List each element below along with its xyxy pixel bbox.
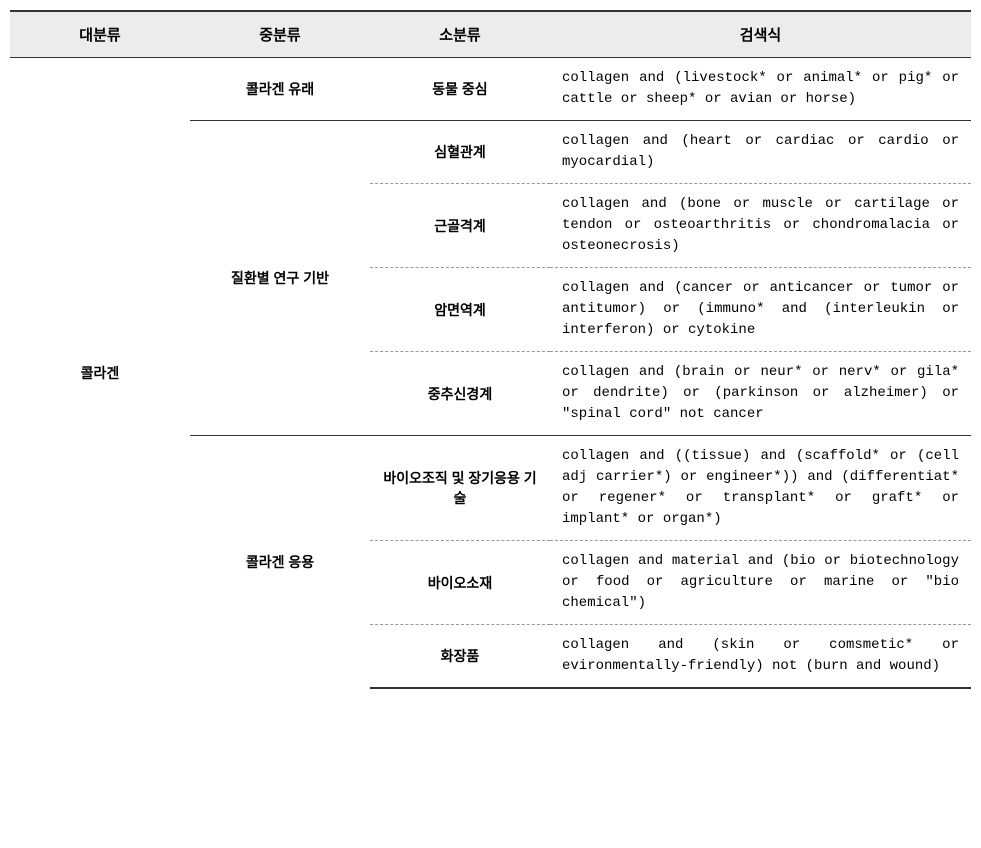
cat1-cell: 콜라겐 xyxy=(10,58,190,689)
query-cell: collagen and (heart or cardiac or cardio… xyxy=(550,121,971,184)
query-cell: collagen and (bone or muscle or cartilag… xyxy=(550,184,971,268)
query-cell: collagen and (livestock* or animal* or p… xyxy=(550,58,971,121)
table-row: 콜라겐 콜라겐 유래 동물 중심 collagen and (livestock… xyxy=(10,58,971,121)
query-cell: collagen and (brain or neur* or nerv* or… xyxy=(550,352,971,436)
cat3-cell: 동물 중심 xyxy=(370,58,550,121)
cat3-cell: 바이오조직 및 장기응용 기술 xyxy=(370,436,550,541)
header-cat1: 대분류 xyxy=(10,11,190,58)
table-header-row: 대분류 중분류 소분류 검색식 xyxy=(10,11,971,58)
cat2-cell: 콜라겐 응용 xyxy=(190,436,370,689)
query-cell: collagen and ((tissue) and (scaffold* or… xyxy=(550,436,971,541)
query-cell: collagen and (cancer or anticancer or tu… xyxy=(550,268,971,352)
header-cat2: 중분류 xyxy=(190,11,370,58)
query-cell: collagen and material and (bio or biotec… xyxy=(550,541,971,625)
query-cell: collagen and (skin or comsmetic* or evir… xyxy=(550,625,971,689)
cat3-cell: 화장품 xyxy=(370,625,550,689)
cat3-cell: 중추신경계 xyxy=(370,352,550,436)
cat2-cell: 콜라겐 유래 xyxy=(190,58,370,121)
cat3-cell: 근골격계 xyxy=(370,184,550,268)
classification-table: 대분류 중분류 소분류 검색식 콜라겐 콜라겐 유래 동물 중심 collage… xyxy=(10,10,971,689)
cat2-cell: 질환별 연구 기반 xyxy=(190,121,370,436)
cat3-cell: 심혈관계 xyxy=(370,121,550,184)
cat3-cell: 암면역계 xyxy=(370,268,550,352)
cat3-cell: 바이오소재 xyxy=(370,541,550,625)
header-query: 검색식 xyxy=(550,11,971,58)
header-cat3: 소분류 xyxy=(370,11,550,58)
